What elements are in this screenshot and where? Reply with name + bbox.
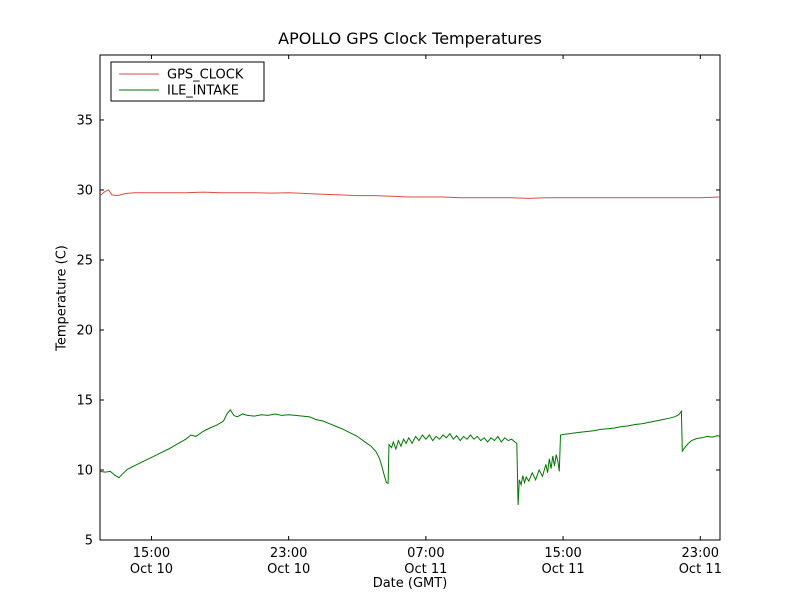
y-tick-label: 20 (76, 323, 93, 338)
x-tick-label-time: 23:00 (270, 546, 307, 561)
x-axis-label: Date (GMT) (372, 576, 448, 591)
x-tick-label-time: 15:00 (544, 546, 581, 561)
x-tick-label-date: Oct 11 (679, 562, 722, 577)
series-line-gps_clock (99, 189, 721, 199)
y-tick-label: 25 (76, 253, 93, 268)
x-tick-label-time: 23:00 (682, 546, 719, 561)
x-tick-label-date: Oct 10 (130, 562, 173, 577)
x-tick-label-date: Oct 11 (404, 562, 447, 577)
x-tick-label-time: 07:00 (407, 546, 444, 561)
y-tick-label: 30 (76, 183, 93, 198)
chart-title: APOLLO GPS Clock Temperatures (278, 29, 542, 48)
legend-box (110, 61, 265, 102)
series-line-ile_intake (99, 408, 721, 506)
x-tick-label-date: Oct 10 (267, 562, 310, 577)
y-tick-label: 5 (85, 534, 93, 549)
x-tick-label-time: 15:00 (133, 546, 170, 561)
x-tick-label-date: Oct 11 (541, 562, 584, 577)
y-tick-label: 35 (76, 113, 93, 128)
plot-frame (99, 54, 721, 541)
y-tick-label: 15 (76, 393, 93, 408)
legend-label-gps_clock: GPS_CLOCK (167, 68, 244, 83)
y-axis-label: Temperature (C) (54, 245, 70, 351)
y-tick-label: 10 (76, 463, 93, 478)
legend-label-ile_intake: ILE_INTAKE (167, 84, 239, 99)
